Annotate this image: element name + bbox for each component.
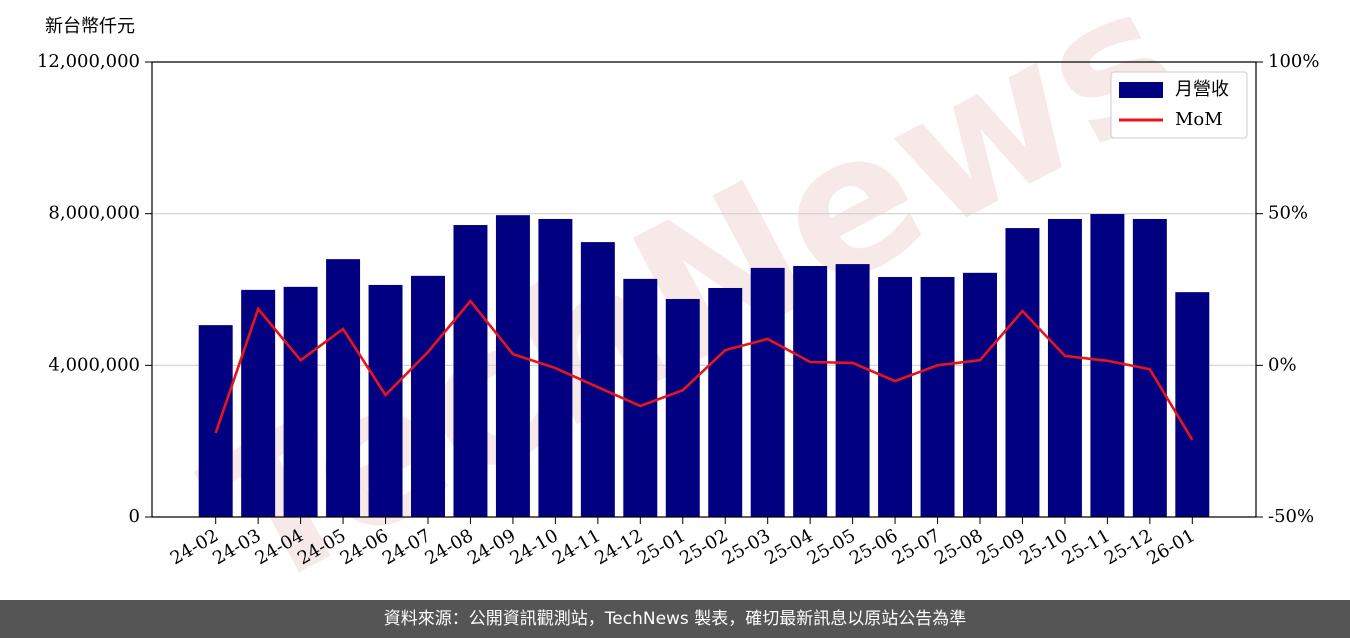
x-tick-label: 24-12 <box>591 525 646 569</box>
x-tick-label: 25-03 <box>719 525 774 569</box>
bar <box>1005 228 1040 517</box>
x-tick-label: 25-02 <box>676 525 731 569</box>
bar <box>1047 218 1082 517</box>
y2-tick-label: 0% <box>1268 354 1297 375</box>
legend-swatch <box>1119 82 1163 98</box>
bar <box>963 272 997 517</box>
x-tick-label: 25-04 <box>761 525 816 569</box>
x-tick-label: 25-12 <box>1101 525 1156 569</box>
bar <box>708 287 743 517</box>
bar <box>665 298 700 517</box>
y-tick-label: 12,000,000 <box>37 51 140 72</box>
x-tick-label: 26-01 <box>1143 525 1198 569</box>
x-tick-label: 24-02 <box>167 525 222 569</box>
bar <box>878 276 913 517</box>
bar <box>411 275 445 517</box>
bar <box>1090 214 1125 517</box>
x-tick-label: 25-09 <box>974 525 1029 569</box>
x-tick-label: 25-08 <box>931 525 986 569</box>
y2-tick-label: 50% <box>1268 203 1308 224</box>
bar <box>283 286 318 517</box>
y-axis-label: 新台幣仟元 <box>45 16 135 37</box>
bar <box>580 242 615 517</box>
y-tick-label: 4,000,000 <box>48 354 140 375</box>
x-tick-label: 25-07 <box>889 525 944 569</box>
footer: 資料來源：公開資訊觀測站，TechNews 製表，確切最新訊息以原站公告為準 <box>0 600 1350 638</box>
bar <box>750 267 785 517</box>
x-tick-label: 24-10 <box>506 525 561 569</box>
x-tick-label: 25-06 <box>846 525 901 569</box>
x-tick-label: 25-01 <box>634 525 689 569</box>
bar <box>241 289 276 517</box>
line <box>214 298 1194 441</box>
chart: 新台幣仟元 TechNews 04,000,0008,000,00012,000… <box>37 0 1320 600</box>
bar <box>326 259 361 517</box>
bar <box>623 278 658 517</box>
bar <box>793 265 828 517</box>
bar <box>920 276 955 517</box>
x-tick-label: 25-10 <box>1016 525 1071 569</box>
legend-label: MoM <box>1175 109 1223 130</box>
bar <box>835 264 870 517</box>
legend: 月營收 MoM <box>1110 71 1248 139</box>
bar <box>1175 292 1210 517</box>
x-tick-label: 25-11 <box>1058 525 1113 569</box>
bar <box>453 225 488 517</box>
plot-frame <box>151 61 1257 518</box>
x-tick-label: 25-05 <box>804 525 859 569</box>
x-tick-label: 24-09 <box>464 525 519 569</box>
bar <box>368 284 403 517</box>
y-tick-label: 8,000,000 <box>48 203 140 224</box>
y2-tick-label: 100% <box>1268 51 1319 72</box>
legend-label: 月營收 <box>1175 79 1229 100</box>
y-tick-label: 0 <box>129 506 140 527</box>
y2-tick-label: -50% <box>1268 506 1314 527</box>
bar <box>198 325 233 517</box>
x-tick-label: 24-11 <box>549 525 604 569</box>
bar <box>495 215 530 517</box>
